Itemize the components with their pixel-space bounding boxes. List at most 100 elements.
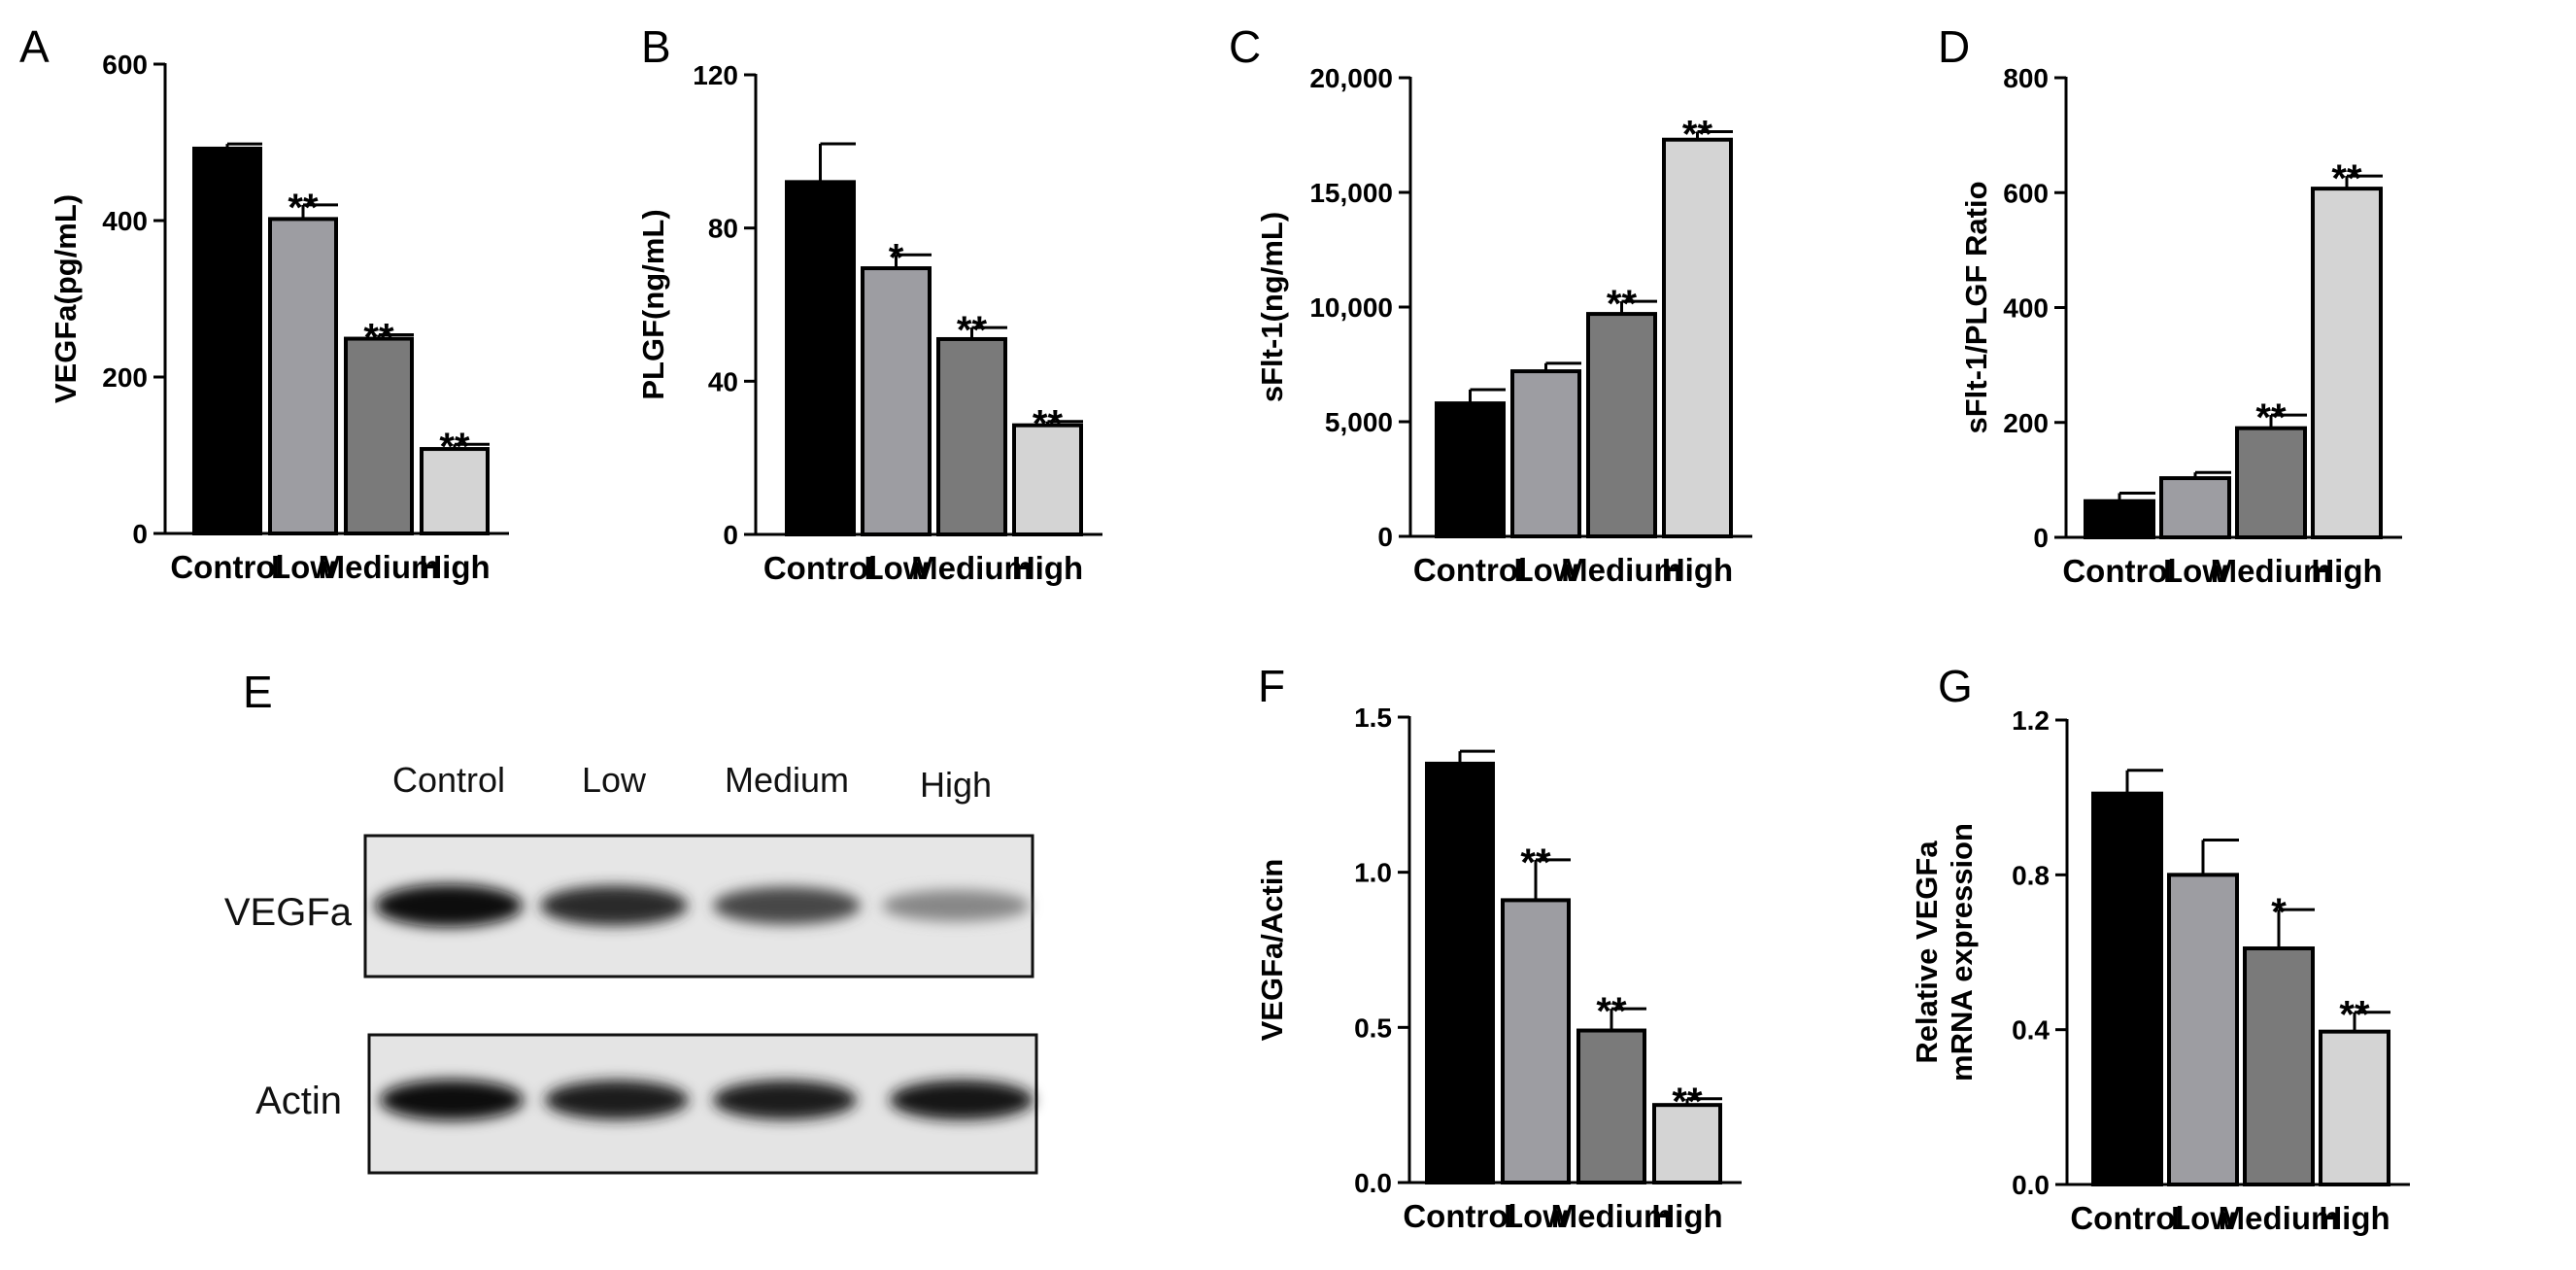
panel-label: A [19, 21, 50, 72]
band-vegfa-control [375, 884, 523, 927]
panel-label: B [641, 21, 671, 72]
bar-high [2319, 1029, 2390, 1186]
y-tick-label: 400 [102, 206, 148, 236]
y-tick-label: 0 [132, 519, 148, 549]
x-tick-label-medium: Medium [2211, 553, 2332, 589]
significance-marker-medium: ** [363, 317, 394, 360]
bar-low [861, 266, 932, 536]
x-tick-label-low: Low [864, 550, 929, 586]
panel-label: F [1258, 661, 1285, 711]
y-tick-label: 10,000 [1309, 292, 1393, 323]
y-tick-label: 1.0 [1354, 858, 1392, 888]
band-actin-control [380, 1080, 524, 1120]
x-tick-label-low: Low [271, 549, 335, 585]
bar-medium [2243, 946, 2315, 1186]
y-tick-label: 0 [2033, 523, 2049, 553]
bar-low [2159, 476, 2231, 540]
significance-marker-medium: ** [957, 309, 988, 352]
band-label-vegfa: VEGFa [224, 891, 353, 934]
chart-panel-a: A 0 200 400 600 VEGFa(pg/mL) Control ** Low ** Me… [19, 21, 509, 585]
vegfa-bands [375, 884, 1030, 927]
chart-panel-c: C 0 5,000 10,000 15,000 20,000 sFlt-1(ng/mL) C… [1229, 21, 1752, 588]
x-tick-label-high: High [2319, 1200, 2390, 1236]
x-tick-label-high: High [419, 549, 490, 585]
y-tick-label: 0.5 [1354, 1013, 1392, 1043]
bar-low [1501, 898, 1571, 1184]
bar-high [2311, 187, 2383, 540]
chart-panel-g: G 0.0 0.4 0.8 1.2 Relative VEGFa mRNA express… [1910, 661, 2410, 1236]
x-tick-label-control: Control [2070, 1200, 2184, 1236]
y-tick-label: 5,000 [1325, 407, 1393, 437]
x-tick-label-control: Control [2062, 553, 2176, 589]
x-tick-label-medium: Medium [319, 549, 440, 585]
bar-low [1510, 369, 1581, 538]
chart-panel-d: D 0 200 400 600 800 sFlt-1/PLGF Ratio ControlL… [1938, 21, 2402, 589]
bar-control [2084, 498, 2155, 539]
y-tick-label: 400 [2003, 293, 2049, 324]
band-actin-medium [713, 1080, 857, 1120]
blot-panel-e: E Control Low Medium High VEGFa Actin [224, 667, 1038, 1175]
panel-label: E [243, 667, 273, 717]
y-tick-label: 0 [1377, 522, 1393, 552]
band-vegfa-low [540, 885, 688, 926]
y-tick-label: 0.4 [2012, 1015, 2050, 1046]
x-tick-label-medium: Medium [1551, 1198, 1673, 1234]
bar-control [1435, 401, 1506, 538]
y-tick-label: 40 [708, 366, 738, 396]
x-tick-label-control: Control [1403, 1198, 1516, 1234]
significance-marker-medium: ** [1596, 990, 1627, 1033]
x-tick-label-control: Control [763, 550, 877, 586]
y-axis-label: PLGF(ng/mL) [636, 209, 670, 399]
y-tick-label: 120 [693, 60, 738, 90]
bar-medium [344, 336, 414, 535]
y-tick-label: 80 [708, 214, 738, 244]
x-tick-label-medium: Medium [2219, 1200, 2340, 1236]
bar-low [268, 217, 338, 535]
lane-label-high: High [920, 765, 992, 805]
y-axis-label: mRNA expression [1945, 823, 1979, 1081]
y-axis-label: sFlt-1(ng/mL) [1255, 212, 1289, 402]
band-label-actin: Actin [255, 1080, 342, 1122]
x-tick-label-low: Low [1514, 552, 1578, 588]
significance-marker-low: ** [288, 187, 319, 229]
y-tick-label: 0.0 [1354, 1168, 1392, 1198]
x-tick-label-control: Control [170, 549, 284, 585]
band-actin-low [545, 1080, 689, 1120]
x-tick-label-low: Low [2171, 1200, 2235, 1236]
y-axis-label: VEGFa/Actin [1255, 859, 1289, 1042]
y-tick-label: 0.8 [2012, 860, 2050, 890]
x-tick-label-high: High [2311, 553, 2382, 589]
y-tick-label: 15,000 [1309, 178, 1393, 208]
band-actin-high [890, 1080, 1034, 1120]
lane-label-control: Control [392, 760, 505, 800]
chart-panel-b: B 0 40 80 120 PLGF(ng/mL) Control * Low ** Medium… [636, 21, 1102, 586]
y-axis-label: Relative VEGFa [1910, 841, 1944, 1064]
panel-label: D [1938, 21, 1970, 72]
y-tick-label: 1.5 [1354, 703, 1392, 733]
bar-control [1425, 761, 1495, 1185]
significance-marker-high: ** [1033, 403, 1064, 446]
y-tick-label: 200 [2003, 408, 2049, 438]
y-tick-label: 0.0 [2012, 1170, 2050, 1200]
bar-control [192, 146, 262, 535]
y-axis-label: sFlt-1/PLGF Ratio [1959, 181, 1993, 433]
x-tick-label-medium: Medium [911, 550, 1033, 586]
band-vegfa-medium [713, 886, 861, 925]
y-axis-label: VEGFa(pg/mL) [49, 194, 83, 403]
lane-label-low: Low [582, 760, 647, 800]
x-tick-label-high: High [1651, 1198, 1722, 1234]
significance-marker-low: ** [1520, 841, 1551, 884]
chart-panel-f: F 0.0 0.5 1.0 1.5 VEGFa/Actin Control ** Low ** M… [1255, 661, 1742, 1234]
bar-control [2091, 791, 2163, 1187]
y-tick-label: 0 [723, 520, 738, 550]
bar-medium [1586, 312, 1657, 538]
y-tick-label: 1.2 [2012, 705, 2050, 736]
bar-medium [936, 336, 1007, 536]
x-tick-label-medium: Medium [1561, 552, 1682, 588]
y-tick-label: 600 [102, 50, 148, 80]
y-tick-label: 800 [2003, 63, 2049, 93]
x-tick-label-high: High [1662, 552, 1733, 588]
significance-marker-high: ** [439, 426, 470, 468]
lane-label-medium: Medium [725, 760, 849, 800]
